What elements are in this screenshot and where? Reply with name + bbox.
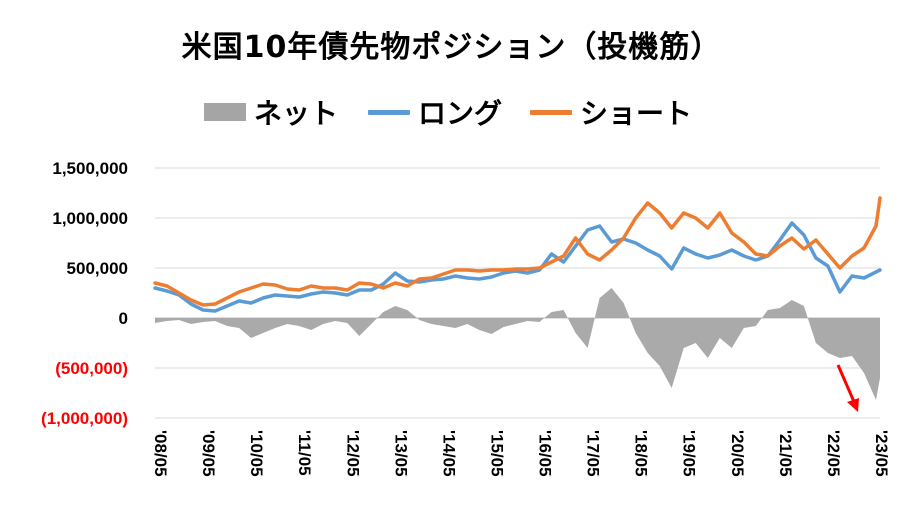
x-tick-label-13: '21/05 [776,430,795,477]
net-area-group [155,288,880,400]
y-tick-label-1: 1,000,000 [52,209,128,228]
x-tick-label-0: '08/05 [151,430,170,477]
x-tick-label-5: '13/05 [391,430,410,477]
legend-item-short: ショート [530,92,692,132]
chart-title: 米国10年債先物ポジション（投機筋） [181,30,722,65]
series-net-area [155,288,880,400]
x-tick-label-12: '20/05 [728,430,747,477]
x-tick-label-4: '12/05 [343,430,362,477]
x-tick-label-2: '10/05 [247,430,266,477]
y-tick-label-5: (1,000,000) [41,409,128,428]
x-tick-label-6: '14/05 [439,430,458,477]
x-tick-label-14: '22/05 [824,430,843,477]
legend-swatch-long [368,109,410,115]
x-tick-label-3: '11/05 [295,430,314,476]
gridlines [155,167,880,419]
series-long-line [153,221,882,313]
arrow-shaft [836,364,857,405]
y-tick-label-4: (500,000) [55,359,128,378]
legend-label-short: ショート [580,97,693,130]
legend-label-long: ロング [418,97,503,130]
x-tick-label-15: '23/05 [872,430,891,477]
x-tick-label-1: '09/05 [199,430,218,477]
legend: ネット ロング ショート [0,92,903,132]
y-tick-label-2: 500,000 [67,259,128,278]
y-tick-label-0: 1,500,000 [52,159,128,178]
legend-item-long: ロング [368,92,502,132]
annotations [836,364,859,412]
x-tick-label-10: '18/05 [632,430,651,477]
x-tick-label-11: '19/05 [680,430,699,477]
y-tick-label-3: 0 [119,309,128,328]
series-lines [153,196,882,313]
x-tick-label-9: '17/05 [584,430,603,477]
legend-swatch-short [530,109,572,115]
arrow-head [847,398,859,412]
x-tick-label-8: '16/05 [536,430,555,477]
series-short-line [153,196,882,307]
y-axis-ticks: 1,500,000 1,000,000 500,000 0 (500,000) (1,00… [41,159,128,428]
legend-label-net: ネット [254,97,339,130]
legend-item-net: ネット [204,92,338,132]
legend-swatch-net [204,103,246,121]
x-axis-ticks: '08/05 '09/05 '10/05 '11/05 '12/05 '13/05 '14/… [151,430,891,477]
x-tick-label-7: '15/05 [487,430,506,477]
